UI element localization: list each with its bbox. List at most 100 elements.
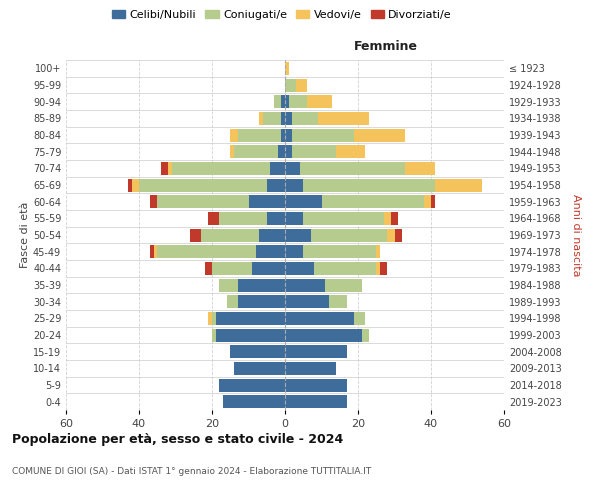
- Bar: [387, 228, 395, 241]
- Text: Femmine: Femmine: [354, 40, 418, 53]
- Bar: [285, 278, 325, 291]
- Bar: [267, 178, 285, 192]
- Bar: [285, 328, 362, 342]
- Bar: [259, 228, 285, 241]
- Bar: [208, 212, 220, 225]
- Bar: [322, 195, 424, 208]
- Bar: [285, 345, 347, 358]
- Bar: [259, 112, 263, 125]
- Bar: [274, 95, 281, 108]
- Bar: [355, 128, 406, 141]
- Y-axis label: Anni di nascita: Anni di nascita: [571, 194, 581, 276]
- Bar: [285, 178, 303, 192]
- Bar: [208, 312, 212, 325]
- Bar: [281, 128, 285, 141]
- Bar: [376, 245, 380, 258]
- Bar: [234, 145, 278, 158]
- Bar: [395, 228, 402, 241]
- Bar: [238, 295, 285, 308]
- Bar: [238, 128, 281, 141]
- Bar: [154, 245, 157, 258]
- Bar: [285, 95, 289, 108]
- Bar: [263, 112, 281, 125]
- Bar: [285, 245, 303, 258]
- Bar: [292, 145, 336, 158]
- Bar: [376, 262, 380, 275]
- Bar: [285, 162, 299, 175]
- Bar: [267, 212, 285, 225]
- Bar: [380, 262, 387, 275]
- Bar: [303, 245, 376, 258]
- Bar: [318, 112, 369, 125]
- Bar: [252, 262, 285, 275]
- Bar: [299, 162, 406, 175]
- Bar: [303, 212, 383, 225]
- Bar: [281, 95, 285, 108]
- Bar: [285, 395, 347, 408]
- Bar: [278, 145, 285, 158]
- Bar: [285, 362, 336, 375]
- Bar: [215, 328, 285, 342]
- Bar: [311, 228, 387, 241]
- Bar: [336, 145, 365, 158]
- Bar: [230, 128, 238, 141]
- Bar: [223, 395, 285, 408]
- Bar: [285, 228, 311, 241]
- Bar: [434, 178, 482, 192]
- Bar: [172, 162, 271, 175]
- Bar: [150, 195, 157, 208]
- Bar: [201, 228, 259, 241]
- Bar: [271, 162, 285, 175]
- Bar: [383, 212, 391, 225]
- Bar: [215, 312, 285, 325]
- Bar: [161, 162, 168, 175]
- Bar: [292, 128, 355, 141]
- Text: COMUNE DI GIOI (SA) - Dati ISTAT 1° gennaio 2024 - Elaborazione TUTTITALIA.IT: COMUNE DI GIOI (SA) - Dati ISTAT 1° genn…: [12, 468, 371, 476]
- Bar: [303, 178, 434, 192]
- Bar: [285, 295, 329, 308]
- Bar: [190, 228, 201, 241]
- Bar: [285, 378, 347, 392]
- Bar: [362, 328, 369, 342]
- Bar: [132, 178, 139, 192]
- Bar: [285, 195, 322, 208]
- Bar: [220, 212, 267, 225]
- Bar: [212, 262, 252, 275]
- Bar: [220, 378, 285, 392]
- Bar: [238, 278, 285, 291]
- Bar: [285, 212, 303, 225]
- Bar: [139, 178, 267, 192]
- Bar: [227, 295, 238, 308]
- Bar: [285, 128, 292, 141]
- Bar: [230, 145, 234, 158]
- Bar: [325, 278, 362, 291]
- Bar: [285, 262, 314, 275]
- Bar: [391, 212, 398, 225]
- Bar: [329, 295, 347, 308]
- Bar: [157, 245, 256, 258]
- Bar: [406, 162, 434, 175]
- Bar: [424, 195, 431, 208]
- Bar: [220, 278, 238, 291]
- Bar: [168, 162, 172, 175]
- Bar: [150, 245, 154, 258]
- Bar: [285, 145, 292, 158]
- Bar: [285, 62, 289, 75]
- Bar: [285, 78, 296, 92]
- Bar: [292, 112, 318, 125]
- Bar: [307, 95, 332, 108]
- Bar: [285, 312, 355, 325]
- Bar: [248, 195, 285, 208]
- Bar: [234, 362, 285, 375]
- Bar: [285, 112, 292, 125]
- Bar: [355, 312, 365, 325]
- Bar: [256, 245, 285, 258]
- Bar: [289, 95, 307, 108]
- Bar: [230, 345, 285, 358]
- Bar: [431, 195, 434, 208]
- Text: Popolazione per età, sesso e stato civile - 2024: Popolazione per età, sesso e stato civil…: [12, 432, 343, 446]
- Bar: [212, 328, 215, 342]
- Bar: [128, 178, 132, 192]
- Legend: Celibi/Nubili, Coniugati/e, Vedovi/e, Divorziati/e: Celibi/Nubili, Coniugati/e, Vedovi/e, Di…: [107, 6, 457, 25]
- Bar: [205, 262, 212, 275]
